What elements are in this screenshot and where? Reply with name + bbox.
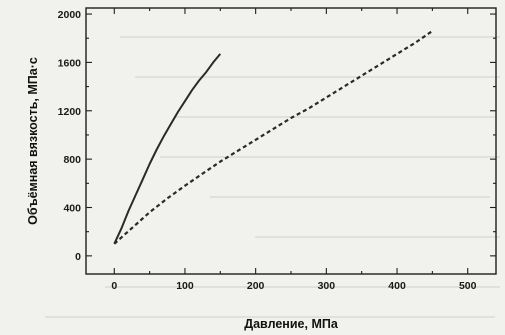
series-layer bbox=[113, 30, 434, 245]
y-tick-label: 800 bbox=[63, 154, 81, 166]
y-tick-label: 0 bbox=[75, 251, 81, 263]
tick-labels-layer: 0 100 200 300 400 500 0 400 800 1200 1600 2000 bbox=[58, 9, 477, 292]
series-line-dashed bbox=[113, 30, 434, 245]
ticks-layer bbox=[86, 8, 496, 274]
y-tick-label: 1200 bbox=[58, 106, 82, 118]
y-tick-label: 400 bbox=[63, 203, 81, 215]
series-line-solid bbox=[113, 53, 222, 245]
x-axis-label: Давление, МПа bbox=[244, 317, 339, 331]
y-axis-label: Объёмная вязкость, МПа·с bbox=[26, 57, 40, 225]
y-tick-label: 2000 bbox=[58, 9, 82, 21]
x-tick-label: 0 bbox=[111, 280, 117, 292]
x-tick-label: 400 bbox=[388, 280, 406, 292]
x-tick-label: 100 bbox=[176, 280, 194, 292]
y-tick-label: 1600 bbox=[58, 57, 82, 69]
x-tick-label: 500 bbox=[459, 280, 477, 292]
x-tick-label: 200 bbox=[247, 280, 265, 292]
x-tick-label: 300 bbox=[318, 280, 336, 292]
